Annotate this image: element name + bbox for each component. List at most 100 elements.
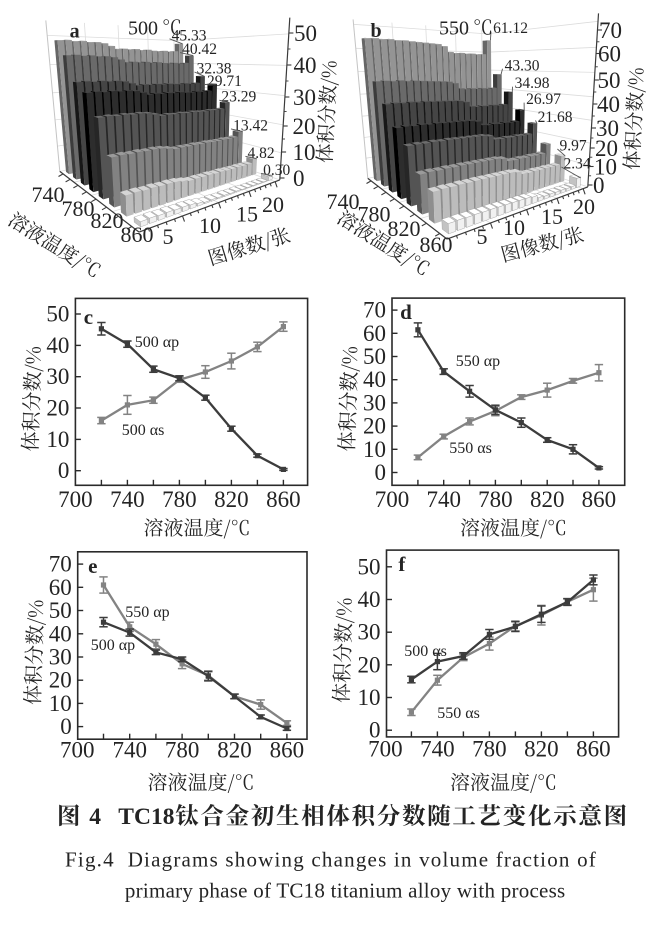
svg-text:820: 820 <box>214 487 249 512</box>
svg-text:500 αp: 500 αp <box>91 637 135 654</box>
svg-text:780: 780 <box>478 487 513 512</box>
svg-text:primary phase of TC18 titanium: primary phase of TC18 titanium alloy wit… <box>125 879 566 903</box>
svg-text:740: 740 <box>32 182 65 207</box>
svg-text:40: 40 <box>597 92 620 117</box>
svg-text:550 αs: 550 αs <box>437 705 480 722</box>
svg-text:50: 50 <box>358 554 381 579</box>
svg-text:50: 50 <box>294 21 317 46</box>
svg-text:f: f <box>398 552 406 576</box>
svg-text:820: 820 <box>217 738 252 763</box>
svg-text:740: 740 <box>420 736 455 761</box>
svg-text:40: 40 <box>363 367 386 392</box>
svg-text:61.12: 61.12 <box>493 20 528 37</box>
svg-text:50: 50 <box>46 302 69 327</box>
svg-text:5: 5 <box>477 224 488 249</box>
svg-text:e: e <box>88 554 97 578</box>
svg-text:50: 50 <box>363 344 386 369</box>
svg-text:30: 30 <box>363 390 386 415</box>
svg-text:4.82: 4.82 <box>247 145 274 162</box>
svg-text:10: 10 <box>363 437 386 462</box>
svg-text:0: 0 <box>293 166 305 191</box>
svg-text:30: 30 <box>46 364 69 389</box>
svg-text:60: 60 <box>598 42 621 67</box>
svg-text:30: 30 <box>596 116 619 141</box>
svg-text:20: 20 <box>358 652 381 677</box>
svg-text:550 αp: 550 αp <box>456 353 500 370</box>
svg-text:40: 40 <box>46 333 69 358</box>
svg-text:860: 860 <box>266 487 301 512</box>
svg-text:10: 10 <box>49 691 72 716</box>
svg-text:50: 50 <box>598 68 621 93</box>
svg-text:500 αp: 500 αp <box>135 334 179 351</box>
svg-text:30: 30 <box>293 85 316 110</box>
svg-text:60: 60 <box>363 321 386 346</box>
svg-text:10: 10 <box>358 685 381 710</box>
svg-text:780: 780 <box>165 738 200 763</box>
svg-text:13.42: 13.42 <box>233 117 268 134</box>
svg-text:TC18: TC18 <box>118 804 174 830</box>
svg-text:23.29: 23.29 <box>221 89 256 106</box>
svg-text:500 αs: 500 αs <box>404 643 447 660</box>
svg-text:500 αs: 500 αs <box>122 422 165 439</box>
svg-text:820: 820 <box>388 216 421 241</box>
svg-text:860: 860 <box>270 738 305 763</box>
svg-text:740: 740 <box>327 189 360 214</box>
svg-text:34.98: 34.98 <box>515 75 550 92</box>
svg-text:15: 15 <box>236 202 258 227</box>
svg-text:820: 820 <box>91 208 124 233</box>
svg-text:740: 740 <box>112 738 147 763</box>
svg-text:40: 40 <box>358 587 381 612</box>
svg-text:40: 40 <box>294 53 317 78</box>
svg-text:860: 860 <box>582 487 617 512</box>
svg-text:30: 30 <box>358 620 381 645</box>
svg-text:10: 10 <box>46 427 69 452</box>
svg-text:30: 30 <box>49 645 72 670</box>
svg-text:70: 70 <box>363 298 386 323</box>
svg-text:860: 860 <box>576 736 611 761</box>
svg-text:20: 20 <box>46 396 69 421</box>
svg-text:550 αp: 550 αp <box>125 604 169 621</box>
svg-text:0: 0 <box>369 718 381 743</box>
svg-text:550: 550 <box>439 18 469 40</box>
svg-text:860: 860 <box>121 222 154 247</box>
svg-text:0: 0 <box>60 714 72 739</box>
svg-text:20: 20 <box>49 668 72 693</box>
svg-text:860: 860 <box>420 232 453 257</box>
svg-text:0: 0 <box>58 458 70 483</box>
svg-text:700: 700 <box>58 487 93 512</box>
svg-text:5: 5 <box>163 224 174 249</box>
svg-text:820: 820 <box>524 736 559 761</box>
svg-text:10: 10 <box>503 215 525 240</box>
svg-text:9.97: 9.97 <box>559 138 586 155</box>
svg-text:40.42: 40.42 <box>182 41 217 58</box>
svg-text:50: 50 <box>49 598 72 623</box>
svg-text:70: 70 <box>599 18 622 43</box>
svg-text:c: c <box>84 305 93 329</box>
svg-text:20: 20 <box>573 194 595 219</box>
svg-text:60: 60 <box>49 575 72 600</box>
svg-text:780: 780 <box>162 487 197 512</box>
svg-text:15: 15 <box>541 204 563 229</box>
svg-text:d: d <box>400 300 412 324</box>
svg-text:740: 740 <box>426 487 461 512</box>
svg-text:70: 70 <box>49 552 72 577</box>
svg-text:26.97: 26.97 <box>526 91 561 108</box>
svg-text:b: b <box>370 20 381 42</box>
svg-text:Fig.4 Diagrams showing change: Fig.4 Diagrams showing changes in volume… <box>65 847 597 871</box>
svg-text:700: 700 <box>60 738 95 763</box>
svg-text:780: 780 <box>472 736 507 761</box>
svg-text:20: 20 <box>363 414 386 439</box>
svg-text:10: 10 <box>199 213 221 238</box>
svg-text:20: 20 <box>262 192 284 217</box>
svg-text:740: 740 <box>110 487 145 512</box>
svg-text:20: 20 <box>293 114 316 139</box>
svg-text:10: 10 <box>293 140 316 165</box>
svg-text:780: 780 <box>358 202 391 227</box>
svg-text:40: 40 <box>49 621 72 646</box>
svg-text:4: 4 <box>89 804 101 830</box>
svg-text:2.34: 2.34 <box>563 156 590 173</box>
svg-text:a: a <box>70 21 80 43</box>
svg-text:700: 700 <box>375 487 410 512</box>
svg-text:0.30: 0.30 <box>263 162 290 179</box>
svg-text:550 αs: 550 αs <box>449 440 492 457</box>
